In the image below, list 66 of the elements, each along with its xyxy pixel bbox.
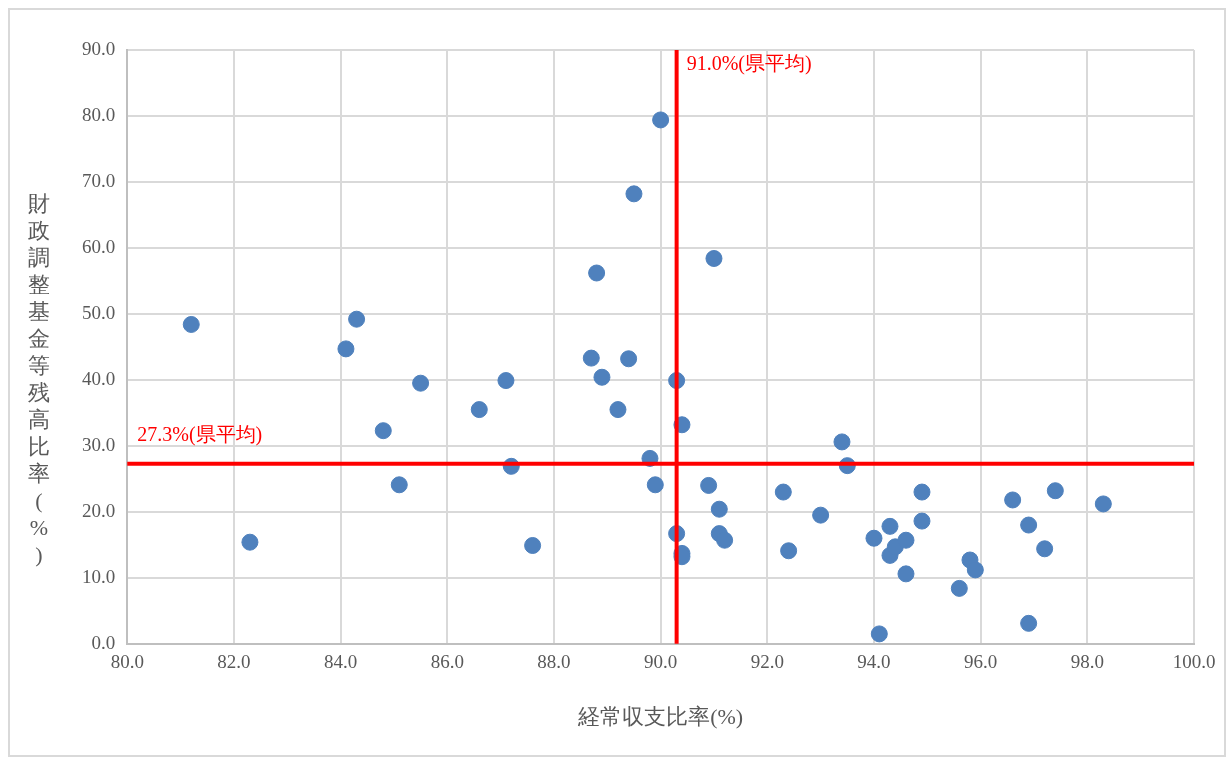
point [1020, 516, 1038, 534]
point [913, 483, 931, 501]
x-tick-label: 84.0 [323, 651, 358, 673]
point [1004, 491, 1022, 509]
y-tick-label: 30.0 [82, 433, 116, 455]
point [620, 350, 638, 368]
point [593, 368, 611, 386]
point [705, 249, 723, 267]
x-tick-label: 82.0 [217, 651, 251, 673]
x-tick-label: 96.0 [964, 651, 998, 673]
x-tick-label: 88.0 [537, 651, 571, 673]
x-tick-label: 100.0 [1172, 651, 1216, 673]
point [390, 476, 408, 494]
point [881, 517, 899, 535]
x-tick-label: 80.0 [110, 651, 144, 673]
y-tick-label: 50.0 [82, 301, 116, 323]
point [182, 315, 200, 333]
x-tick-label: 86.0 [430, 651, 464, 673]
y-tick-label: 10.0 [82, 565, 116, 587]
point [1094, 495, 1112, 513]
x-tick-label: 94.0 [857, 651, 891, 673]
x-tick-label: 90.0 [644, 651, 678, 673]
ref-line-label: 91.0%(県平均) [686, 52, 812, 76]
point [497, 372, 515, 390]
y-tick-label: 90.0 [82, 37, 116, 59]
point [625, 185, 643, 203]
point [652, 111, 670, 129]
point [897, 565, 915, 583]
x-tick-label: 98.0 [1070, 651, 1104, 673]
y-tick-label: 60.0 [82, 235, 116, 257]
point [774, 483, 792, 501]
y-tick-label: 70.0 [82, 169, 116, 191]
x-axis-title: 経常収支比率(%) [577, 703, 744, 729]
point [780, 542, 798, 560]
y-tick-label: 40.0 [82, 367, 116, 389]
point [646, 476, 664, 494]
point [966, 561, 984, 579]
point [524, 536, 542, 554]
y-tick-label: 80.0 [82, 103, 116, 125]
text: 財政調整基金等残高比率(%) [28, 191, 50, 567]
point [374, 422, 392, 440]
point [609, 401, 627, 419]
point [870, 625, 888, 643]
point [1046, 482, 1064, 500]
point [582, 349, 600, 367]
ref-line-label: 27.3%(県平均) [137, 422, 263, 446]
point [412, 374, 430, 392]
point [716, 531, 734, 549]
point [812, 506, 830, 524]
point [348, 310, 366, 328]
point [913, 512, 931, 530]
point [337, 340, 355, 358]
point [1036, 540, 1054, 558]
point [950, 579, 968, 597]
point [710, 500, 728, 518]
point [470, 401, 488, 419]
y-tick-label: 20.0 [82, 499, 116, 521]
point [588, 264, 606, 282]
point [700, 476, 718, 494]
point [865, 529, 883, 547]
point [833, 433, 851, 451]
y-tick-label: 0.0 [91, 631, 116, 653]
point [897, 531, 915, 549]
point [241, 533, 259, 551]
x-tick-label: 92.0 [750, 651, 784, 673]
point [1020, 614, 1038, 632]
